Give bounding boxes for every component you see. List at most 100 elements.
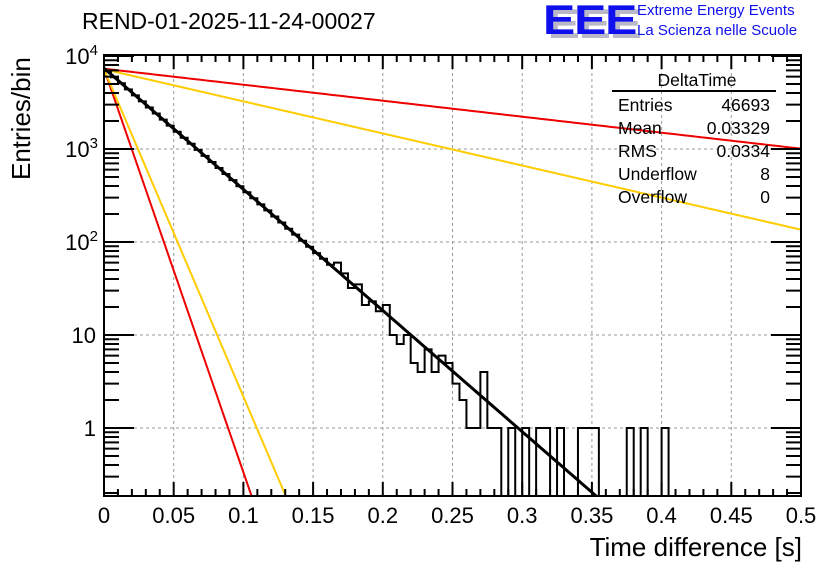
histogram-bin — [341, 273, 348, 496]
stats-title: DeltaTime — [657, 70, 737, 90]
stats-value: 46693 — [721, 95, 770, 115]
stats-value: 0 — [760, 187, 770, 207]
y-axis-label: Entries/bin — [6, 57, 36, 180]
histogram-bin — [257, 204, 264, 496]
y-tick-label: 102 — [65, 228, 98, 255]
stats-row-underflow: Underflow 8 — [612, 163, 776, 186]
histogram-bin — [125, 89, 132, 496]
histogram-bin — [181, 138, 188, 496]
histogram-bin — [536, 428, 543, 496]
stats-value: 8 — [760, 164, 770, 184]
histogram-bin — [271, 217, 278, 496]
histogram-bin — [320, 259, 327, 496]
series-yellow-shallow — [104, 68, 801, 231]
stats-divider — [612, 90, 776, 92]
histogram-bin — [592, 428, 599, 496]
histogram-bin — [439, 356, 446, 496]
histogram-bin — [369, 301, 376, 496]
histogram-bin — [397, 344, 404, 496]
stats-label: Mean — [618, 118, 662, 138]
histogram-bin — [236, 186, 243, 496]
histogram-bin — [453, 384, 460, 496]
tick-labels: 0 0.05 0.1 0.15 0.2 0.25 0.3 0.35 0.4 0.45 0.5 1 10 1… — [65, 42, 816, 528]
stats-label: Overflow — [618, 187, 688, 207]
histogram-bin — [662, 428, 669, 496]
stats-value: 0.03329 — [706, 118, 770, 138]
x-axis-label: Time difference [s] — [589, 532, 802, 562]
logo-line-2: La Scienza nelle Scuole — [637, 22, 798, 39]
axes — [103, 54, 802, 497]
histogram-bin — [425, 349, 432, 496]
histogram-bin — [278, 223, 285, 496]
histogram-bin — [285, 229, 292, 496]
x-tick-label: 0.25 — [431, 503, 474, 528]
x-tick-label: 0 — [98, 503, 110, 528]
histogram-bin — [480, 372, 487, 496]
stats-row-overflow: Overflow 0 — [612, 186, 776, 209]
histogram-bin — [543, 428, 550, 496]
histogram-bin — [146, 107, 153, 496]
histogram-bin — [376, 311, 383, 496]
histogram-bin — [432, 372, 439, 496]
series-red-steep — [104, 68, 253, 496]
histogram-bin — [404, 335, 411, 496]
stats-row-rms: RMS 0.0334 — [612, 140, 776, 163]
histogram-bin — [494, 428, 501, 496]
stats-label: Entries — [618, 95, 673, 115]
series-red-shallow — [104, 67, 801, 150]
series-exponential-fit — [104, 67, 599, 496]
x-tick-label: 0.35 — [570, 503, 613, 528]
histogram-bin — [348, 288, 355, 496]
stats-box: DeltaTime Entries 46693 Mean 0.03329 RMS… — [612, 70, 776, 209]
x-tick-label: 0.3 — [507, 503, 538, 528]
histogram-bin — [306, 247, 313, 496]
histogram-bin — [508, 428, 515, 496]
y-tick-label: 1 — [84, 416, 96, 441]
series-yellow-steep — [104, 68, 287, 496]
histogram-bin — [313, 253, 320, 496]
x-tick-label: 0.15 — [292, 503, 335, 528]
stats-label: RMS — [618, 141, 657, 161]
histogram-bin — [327, 265, 334, 496]
histogram-bin — [362, 305, 369, 496]
histogram-bin — [641, 428, 648, 496]
histogram-bin — [292, 235, 299, 496]
histogram-bin — [250, 198, 257, 496]
x-tick-label: 0.45 — [710, 503, 753, 528]
histogram-bin — [446, 363, 453, 496]
stats-row-entries: Entries 46693 — [612, 94, 776, 117]
y-tick-label: 104 — [65, 42, 98, 69]
stats-row-mean: Mean 0.03329 — [612, 117, 776, 140]
histogram-bin — [355, 284, 362, 496]
histogram-bin — [334, 263, 341, 496]
histogram-bin — [167, 126, 174, 496]
chart-title: REND-01-2025-11-24-00027 — [82, 8, 376, 34]
x-tick-label: 0.1 — [228, 503, 259, 528]
histogram-bin — [153, 114, 160, 496]
y-tick-label: 10 — [72, 323, 96, 348]
histogram-bin — [299, 241, 306, 496]
histogram-bin — [473, 428, 480, 496]
logo-line-1: Extreme Energy Events — [637, 2, 795, 19]
stats-value: 0.0334 — [716, 141, 770, 161]
histogram-bin — [383, 305, 390, 496]
histogram-bin — [466, 428, 473, 496]
histogram-bin — [243, 192, 250, 496]
histogram-bin — [487, 428, 494, 496]
x-tick-label: 0.5 — [786, 503, 817, 528]
histogram-bin — [195, 150, 202, 496]
histogram-bin — [459, 400, 466, 496]
eee-logo-mark: EEE — [543, 0, 637, 43]
histogram-bin — [202, 156, 209, 496]
histogram-bin — [627, 428, 634, 496]
histogram-bin — [174, 132, 181, 496]
x-tick-label: 0.2 — [368, 503, 399, 528]
y-tick-label: 103 — [65, 135, 98, 162]
x-tick-label: 0.05 — [152, 503, 195, 528]
eee-logo: EEE Extreme Energy Events La Scienza nel… — [543, 0, 836, 44]
x-tick-label: 0.4 — [646, 503, 677, 528]
histogram-bin — [418, 372, 425, 496]
plot-area — [104, 67, 801, 496]
histogram-bin — [160, 120, 167, 496]
